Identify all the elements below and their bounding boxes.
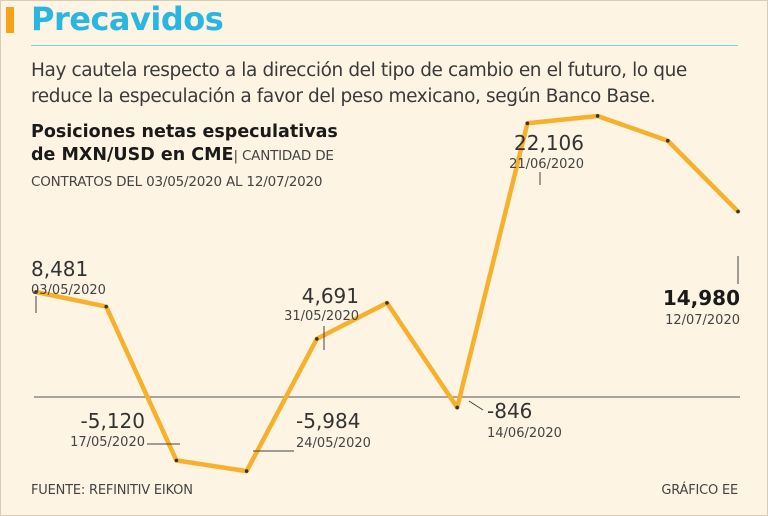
chart-subtitle: CONTRATOS DEL 03/05/2020 AL 12/07/2020: [31, 174, 323, 190]
data-label-value: 22,106: [514, 131, 584, 155]
data-point: [104, 304, 108, 309]
data-point: [385, 301, 389, 305]
credit-note: GRÁFICO EE: [661, 483, 738, 498]
data-point: [455, 405, 460, 410]
title-accent-bar: [6, 7, 14, 33]
data-label-date: 12/07/2020: [665, 313, 740, 328]
data-label-value: 8,481: [31, 257, 88, 281]
data-label-date: 14/06/2020: [487, 426, 562, 441]
data-label-value: -5,984: [296, 409, 360, 433]
page-subtitle: Hay cautela respecto a la dirección del …: [31, 60, 687, 107]
data-point: [174, 458, 179, 463]
data-point: [525, 121, 530, 126]
data-point: [315, 337, 319, 341]
label-leader: [468, 400, 484, 411]
data-point: [244, 469, 249, 473]
chart-title-line2: de MXN/USD en CME: [31, 145, 234, 165]
chart-title-suffix: | CANTIDAD DE: [233, 148, 334, 164]
data-label-value: 14,980: [663, 286, 740, 310]
data-point: [595, 114, 600, 118]
data-label-date: 17/05/2020: [70, 435, 145, 450]
data-label-value: 4,691: [302, 284, 359, 308]
title-divider: [31, 45, 738, 46]
data-label-date: 31/05/2020: [284, 309, 359, 324]
chart-title: Posiciones netas especulativas de MXN/US…: [31, 121, 338, 168]
chart-title-line1: Posiciones netas especulativas: [31, 122, 338, 142]
data-label-value: -846: [487, 399, 532, 423]
data-point: [34, 290, 38, 294]
data-label-date: 03/05/2020: [31, 283, 106, 298]
data-point: [666, 138, 670, 143]
data-label-value: -5,120: [81, 409, 145, 433]
data-label-date: 24/05/2020: [296, 436, 371, 451]
source-note: FUENTE: REFINITIV EIKON: [31, 483, 193, 498]
page-title: Precavidos: [31, 0, 224, 38]
data-point: [736, 209, 740, 214]
data-label-date: 21/06/2020: [509, 157, 584, 172]
